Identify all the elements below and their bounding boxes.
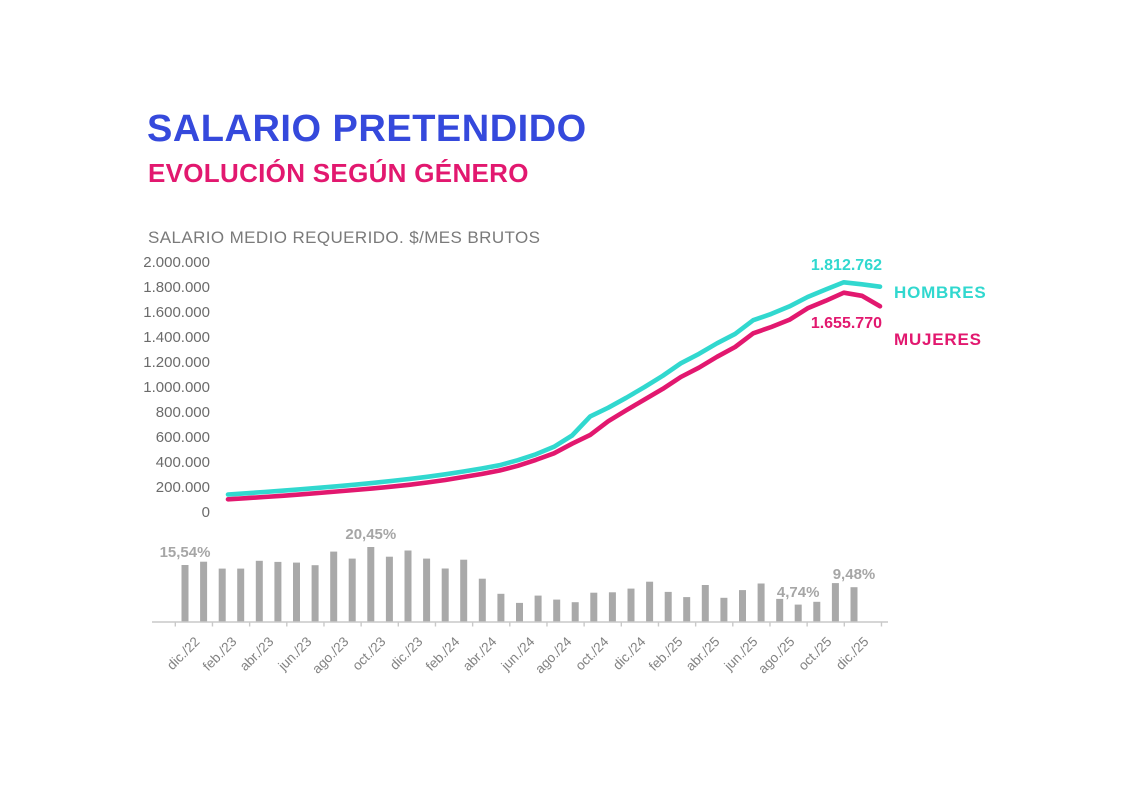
y-tick-label: 600.000 <box>155 429 210 447</box>
y-tick-label: 400.000 <box>155 454 210 472</box>
bar-callout-oct23: 20,45% <box>345 526 397 543</box>
y-tick-label: 200.000 <box>155 479 210 497</box>
bar-callout-dic22: 15,54% <box>159 544 211 561</box>
bar-callout-dic25: 9,48% <box>832 566 876 584</box>
growth-bars <box>181 547 858 622</box>
y-tick-label: 1.200.000 <box>143 354 210 372</box>
legend-hombres: HOMBRES <box>894 283 987 302</box>
y-tick-label: 1.600.000 <box>143 304 210 322</box>
hombres-end-value: 1.812.762 <box>810 257 882 274</box>
bar-axis <box>152 621 888 627</box>
legend-mujeres: MUJERES <box>894 330 982 349</box>
chart-axis-title: SALARIO MEDIO REQUERIDO. $/MES BRUTOS <box>148 228 541 247</box>
y-tick-label: 1.800.000 <box>143 279 210 297</box>
mujeres-end-value: 1.655.770 <box>810 315 882 332</box>
y-tick-label: 800.000 <box>155 404 210 422</box>
y-tick-label: 2.000.000 <box>143 254 210 272</box>
page-subtitle: EVOLUCIÓN SEGÚN GÉNERO <box>148 158 529 188</box>
mujeres-line <box>225 290 883 502</box>
y-tick-label: 1.400.000 <box>143 329 210 347</box>
y-tick-label: 0 <box>201 504 210 522</box>
y-tick-label: 1.000.000 <box>143 379 210 397</box>
hombres-line <box>225 280 883 497</box>
bar-callout-sep25: 4,74% <box>776 583 820 601</box>
page-title: SALARIO PRETENDIDO <box>147 108 587 150</box>
